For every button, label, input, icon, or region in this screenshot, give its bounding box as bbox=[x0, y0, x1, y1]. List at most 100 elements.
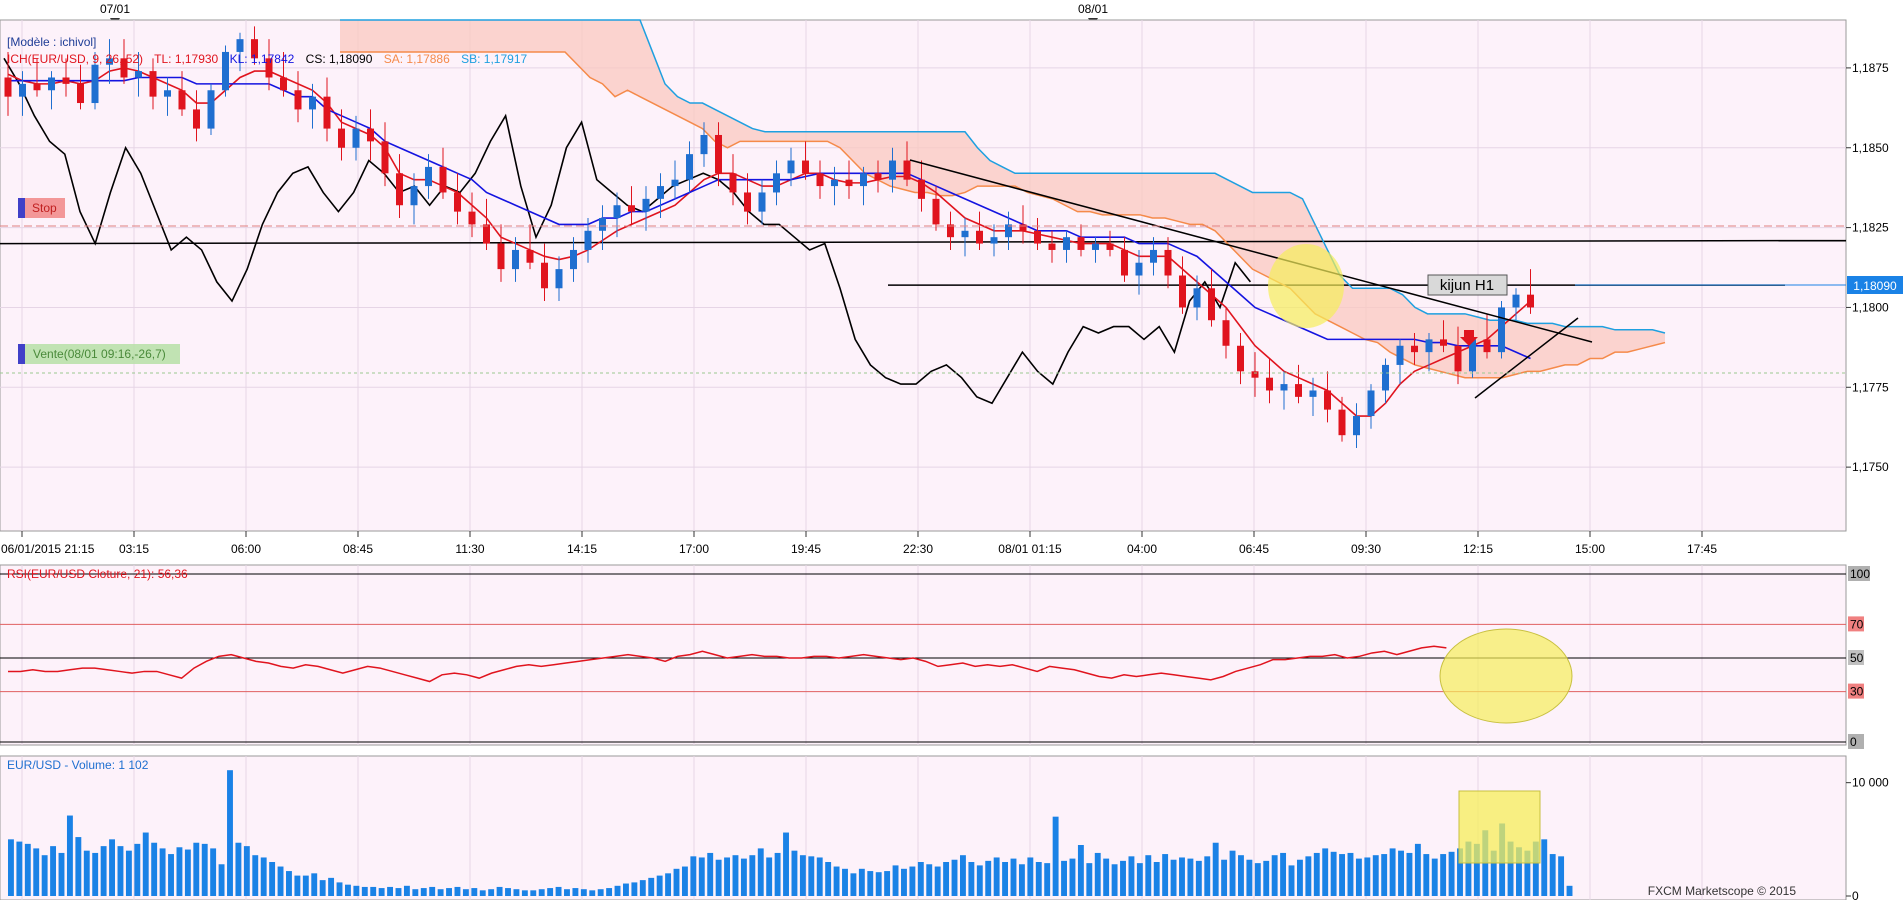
date-ruler bbox=[0, 0, 1846, 18]
volume-bar bbox=[1414, 843, 1421, 896]
volume-bar bbox=[740, 858, 747, 896]
candle-body bbox=[787, 160, 795, 174]
cloud-segment bbox=[402, 20, 415, 52]
candle-body bbox=[294, 90, 302, 110]
volume-bar bbox=[378, 888, 385, 896]
cloud-segment bbox=[1577, 326, 1590, 365]
rsi-tick-box bbox=[1848, 566, 1870, 581]
cloud-segment bbox=[1527, 323, 1540, 372]
cloud-segment bbox=[1190, 173, 1203, 225]
candle-body bbox=[1251, 371, 1259, 378]
candle-body bbox=[62, 77, 70, 84]
cloud-segment bbox=[690, 103, 703, 129]
volume-bar bbox=[1372, 855, 1379, 896]
volume-bar bbox=[1457, 848, 1463, 896]
candle-body bbox=[1280, 384, 1288, 391]
volume-bar bbox=[1440, 854, 1447, 896]
cloud-segment bbox=[1165, 173, 1178, 222]
candle-body bbox=[729, 173, 737, 193]
volume-bar bbox=[210, 848, 217, 896]
candle-body bbox=[77, 83, 84, 104]
cloud-segment bbox=[502, 20, 515, 52]
volume-bar bbox=[1347, 852, 1354, 896]
sell-marker-handle[interactable] bbox=[18, 344, 25, 364]
cloud-segment bbox=[1602, 326, 1615, 359]
candle-body bbox=[976, 230, 983, 244]
candle-body bbox=[932, 198, 940, 225]
volume-bar bbox=[311, 873, 318, 896]
volume-bar bbox=[1120, 860, 1126, 896]
cloud-segment bbox=[377, 20, 390, 52]
volume-bar bbox=[336, 882, 343, 896]
candle-body bbox=[1266, 377, 1273, 391]
cloud-segment bbox=[1015, 173, 1028, 193]
volume-bar bbox=[286, 871, 292, 896]
volume-bar bbox=[201, 843, 208, 896]
candle-body bbox=[1005, 224, 1012, 238]
candle-body bbox=[831, 179, 838, 187]
volume-bar bbox=[33, 848, 40, 896]
model-label: [Modèle : ichivol] bbox=[7, 35, 96, 49]
cloud-segment bbox=[752, 128, 765, 142]
volume-bar bbox=[252, 855, 259, 896]
volume-bar bbox=[1330, 851, 1337, 896]
volume-bar bbox=[488, 889, 495, 896]
volume-bar bbox=[168, 854, 174, 896]
trendline[interactable] bbox=[909, 159, 1593, 343]
cloud-segment bbox=[1252, 192, 1265, 276]
stop-marker[interactable] bbox=[25, 198, 65, 218]
cloud-segment bbox=[640, 20, 653, 104]
candle-body bbox=[33, 83, 41, 91]
volume-bar bbox=[934, 866, 941, 896]
volume-bar bbox=[959, 855, 966, 896]
volume-bar bbox=[1406, 852, 1413, 896]
candle-body bbox=[961, 230, 969, 238]
cloud-segment bbox=[1102, 173, 1115, 215]
cloud-segment bbox=[1152, 173, 1165, 219]
cloud-segment bbox=[1040, 173, 1053, 199]
cloud-segment bbox=[590, 20, 603, 84]
volume-bar bbox=[83, 850, 90, 896]
stop-marker-handle[interactable] bbox=[18, 198, 25, 218]
candle-body bbox=[1019, 224, 1027, 231]
cloud-segment bbox=[1390, 288, 1403, 359]
volume-bar bbox=[690, 856, 697, 896]
volume-bar bbox=[1111, 864, 1118, 896]
cloud-segment bbox=[1002, 166, 1015, 187]
kijun-label-box[interactable] bbox=[1427, 274, 1508, 296]
volume-bar bbox=[151, 842, 158, 896]
volume-bar bbox=[976, 865, 983, 896]
time-tick-label: 09:30 bbox=[1351, 542, 1381, 556]
volume-bar bbox=[353, 885, 360, 896]
ich-label: ICH(EUR/USD, 9, 26, 52) bbox=[7, 52, 143, 66]
candle-body bbox=[599, 218, 606, 231]
candle-body bbox=[1338, 409, 1346, 436]
trendline-short[interactable] bbox=[1474, 317, 1579, 399]
cloud-segment bbox=[390, 20, 403, 52]
volume-bar bbox=[243, 846, 250, 896]
cloud-segment bbox=[827, 131, 840, 148]
cloud-segment bbox=[352, 20, 365, 52]
volume-bar bbox=[1541, 839, 1548, 896]
stop-label: Stop bbox=[32, 201, 57, 215]
cloud-segment bbox=[1090, 173, 1103, 215]
volume-bar bbox=[816, 857, 823, 896]
cloud-segment bbox=[1027, 173, 1040, 196]
candle-body bbox=[323, 96, 331, 129]
highlight-rsi bbox=[1439, 628, 1573, 724]
volume-bar bbox=[1195, 860, 1202, 896]
volume-bar bbox=[387, 886, 394, 896]
volume-bar bbox=[1229, 850, 1236, 896]
candle-body bbox=[802, 160, 809, 174]
candle-body bbox=[990, 237, 998, 244]
volume-bar bbox=[75, 837, 82, 896]
cloud-segment bbox=[1140, 173, 1153, 219]
candle-body bbox=[1411, 345, 1418, 353]
price-pane[interactable] bbox=[0, 19, 1847, 532]
sell-arrow-icon[interactable] bbox=[1460, 330, 1478, 346]
sell-marker[interactable] bbox=[25, 344, 180, 364]
rsi-pane[interactable] bbox=[0, 564, 1847, 746]
candle-body bbox=[1222, 320, 1230, 346]
candle-body bbox=[1382, 364, 1389, 391]
price-axis bbox=[1847, 20, 1903, 900]
